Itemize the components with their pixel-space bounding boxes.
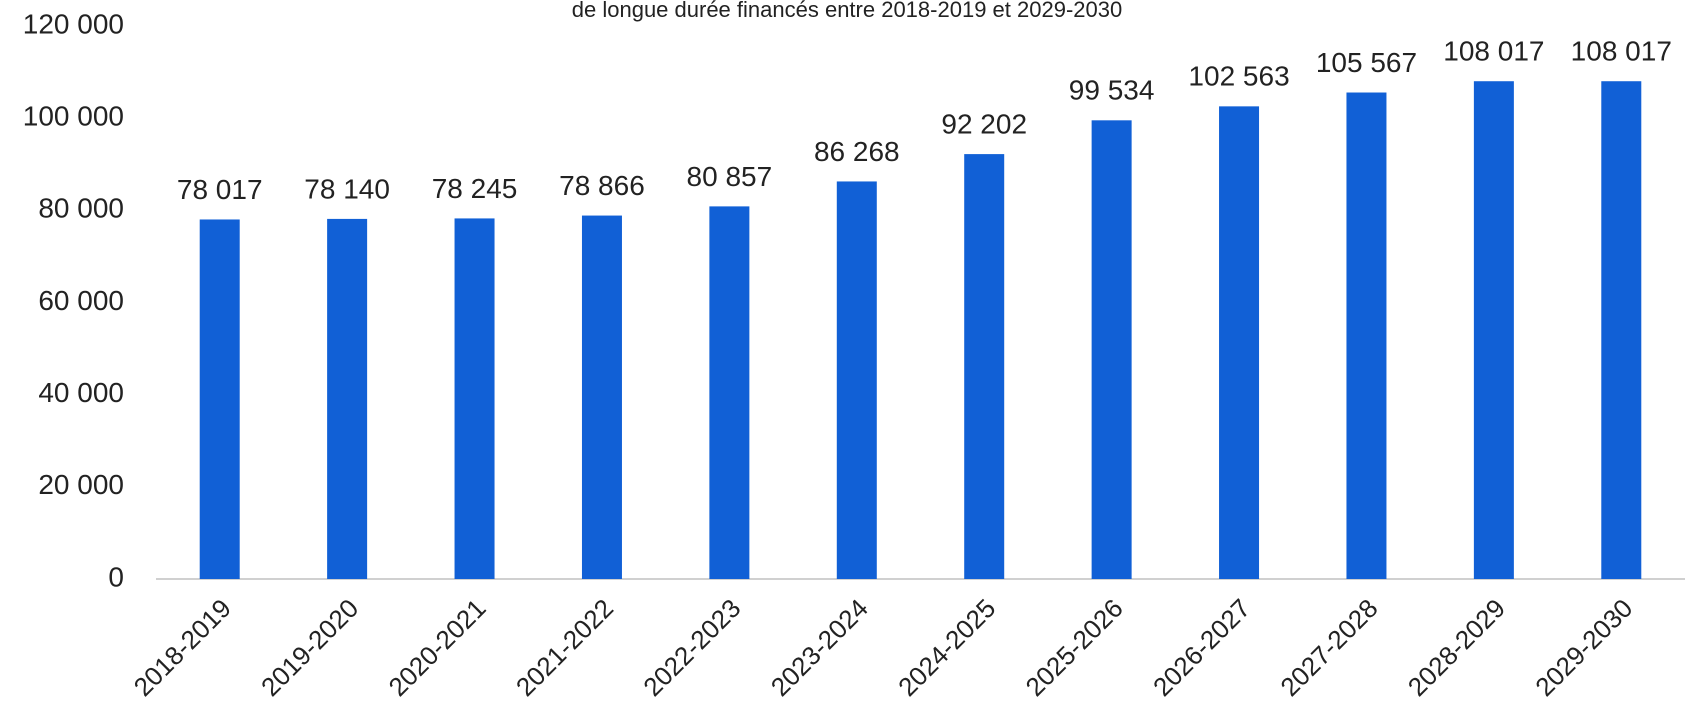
data-label: 102 563: [1188, 61, 1289, 92]
data-label: 78 140: [304, 173, 390, 204]
bar: [581, 215, 622, 579]
x-tick-label: 2018-2019: [128, 593, 237, 702]
bar: [327, 218, 368, 579]
bar: [454, 218, 495, 579]
bar: [199, 219, 240, 579]
data-label: 78 245: [432, 173, 518, 204]
y-tick-label: 40 000: [38, 377, 124, 408]
bar: [1601, 81, 1642, 580]
bar: [1091, 120, 1132, 579]
data-label: 108 017: [1571, 36, 1672, 67]
bar: [964, 154, 1005, 579]
bar: [836, 181, 877, 579]
data-label: 99 534: [1069, 75, 1155, 106]
y-tick-label: 0: [108, 561, 124, 592]
x-tick-label: 2029-2030: [1529, 593, 1638, 702]
x-tick-label: 2020-2021: [383, 593, 492, 702]
x-tick-label: 2024-2025: [892, 593, 1001, 702]
bar: [1219, 106, 1260, 580]
data-label: 105 567: [1316, 47, 1417, 78]
bar: [1473, 81, 1514, 580]
bar: [1346, 92, 1387, 579]
chart-title: de longue durée financés entre 2018-2019…: [572, 0, 1122, 22]
y-tick-label: 100 000: [23, 101, 124, 132]
data-label: 78 017: [177, 174, 263, 205]
x-tick-label: 2023-2024: [765, 593, 874, 702]
x-tick-label: 2027-2028: [1274, 593, 1383, 702]
x-tick-label: 2025-2026: [1020, 593, 1129, 702]
data-label: 108 017: [1443, 36, 1544, 67]
x-tick-label: 2028-2029: [1402, 593, 1511, 702]
data-label: 78 866: [559, 170, 645, 201]
y-tick-label: 120 000: [23, 8, 124, 39]
data-label: 80 857: [687, 161, 773, 192]
x-tick-label: 2021-2022: [510, 593, 619, 702]
y-tick-label: 60 000: [38, 285, 124, 316]
x-tick-label: 2026-2027: [1147, 593, 1256, 702]
data-label: 92 202: [941, 108, 1027, 139]
bar: [709, 206, 750, 580]
x-tick-label: 2022-2023: [637, 593, 746, 702]
y-tick-label: 20 000: [38, 469, 124, 500]
x-tick-label: 2019-2020: [255, 593, 364, 702]
y-tick-label: 80 000: [38, 193, 124, 224]
data-label: 86 268: [814, 136, 900, 167]
